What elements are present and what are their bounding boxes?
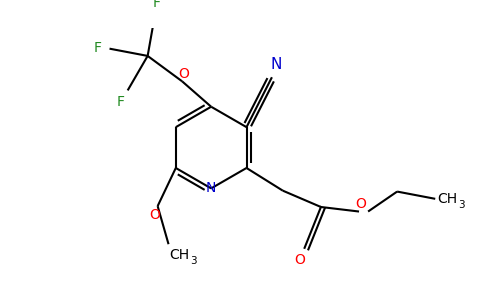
Text: F: F (117, 95, 124, 109)
Text: O: O (355, 197, 366, 211)
Text: O: O (295, 253, 305, 267)
Text: 3: 3 (191, 256, 197, 266)
Text: CH: CH (437, 192, 457, 206)
Text: F: F (94, 41, 102, 55)
Text: N: N (271, 57, 282, 72)
Text: N: N (206, 182, 216, 195)
Text: F: F (153, 0, 161, 10)
Text: O: O (179, 67, 189, 81)
Text: O: O (150, 208, 160, 222)
Text: 3: 3 (458, 200, 465, 210)
Text: CH: CH (169, 248, 189, 262)
